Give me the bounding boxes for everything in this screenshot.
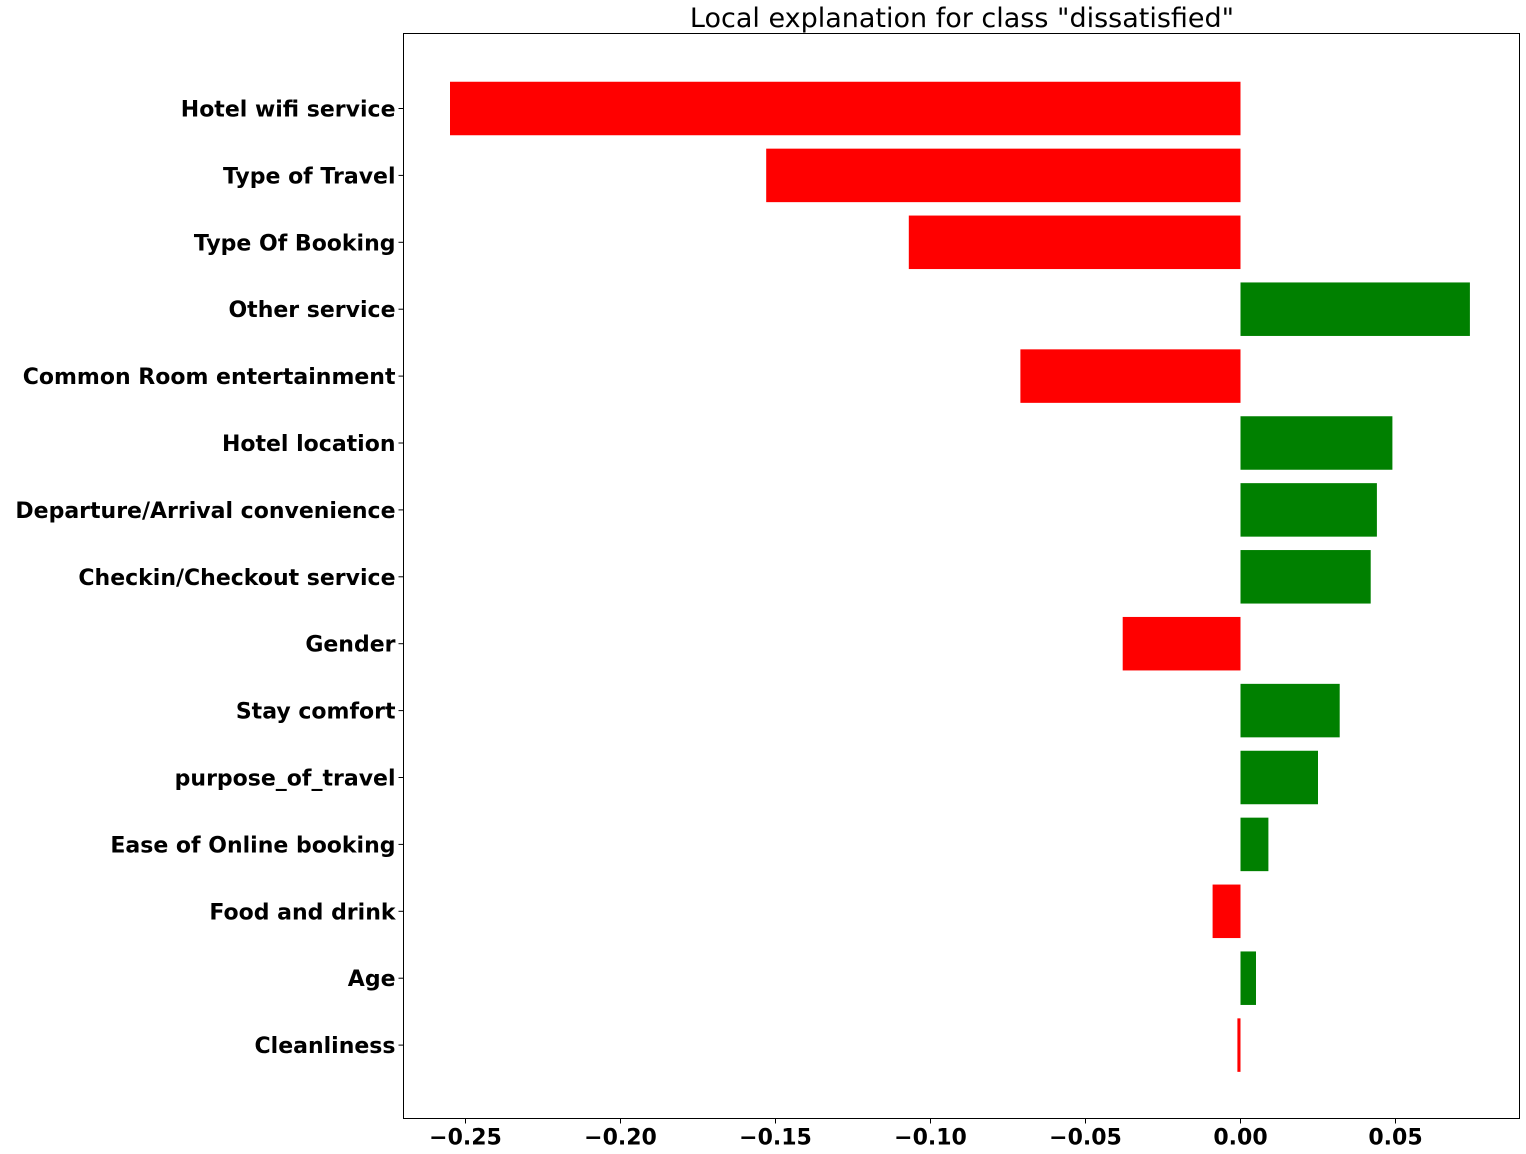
category-label-common-room-entertainment: Common Room entertainment	[23, 365, 396, 390]
plot-frame	[403, 33, 1520, 1119]
bar-common-room-entertainment	[1020, 349, 1241, 403]
category-label-stay-comfort: Stay comfort	[236, 700, 396, 725]
bars-layer	[450, 81, 1470, 1072]
category-label-gender: Gender	[305, 633, 395, 658]
bar-purpose-of-travel	[1240, 750, 1318, 805]
category-label-cleanliness: Cleanliness	[255, 1034, 396, 1059]
bar-checkin-checkout-service	[1240, 550, 1371, 604]
bar-cleanliness	[1237, 1018, 1241, 1072]
bar-departure-arrival-convenience	[1240, 483, 1377, 537]
x-tick-label: −0.10	[894, 1126, 967, 1151]
bar-other-service	[1240, 282, 1470, 336]
bar-gender	[1122, 616, 1241, 671]
bar-food-and-drink	[1212, 884, 1241, 939]
category-label-departure-arrival-convenience: Departure/Arrival convenience	[15, 499, 395, 524]
x-tick-label: −0.05	[1049, 1126, 1122, 1151]
bar-hotel-location	[1240, 416, 1393, 470]
x-tick-label: −0.15	[739, 1126, 812, 1151]
category-label-hotel-wifi-service: Hotel wifi service	[181, 98, 396, 123]
category-label-food-and-drink: Food and drink	[209, 900, 396, 925]
category-label-type-of-travel: Type of Travel	[223, 164, 396, 189]
x-tick-label: 0.05	[1368, 1126, 1422, 1151]
bar-type-of-booking	[908, 215, 1241, 270]
bar-hotel-wifi-service	[450, 81, 1241, 136]
bar-age	[1240, 951, 1256, 1005]
category-labels: Hotel wifi service Type of Travel Type Of …	[15, 98, 404, 1059]
bar-type-of-travel	[766, 148, 1241, 203]
x-axis-ticks: −0.25 −0.20 −0.15 −0.10 −0.05 0.00 0.05	[429, 1118, 1423, 1151]
category-label-purpose-of-travel: purpose_of_travel	[175, 767, 396, 792]
category-label-checkin-checkout-service: Checkin/Checkout service	[78, 566, 395, 591]
category-label-age: Age	[348, 967, 396, 992]
bar-ease-of-online-booking	[1240, 817, 1269, 872]
category-label-type-of-booking: Type Of Booking	[194, 231, 396, 256]
chart-title: Local explanation for class "dissatisfie…	[690, 3, 1234, 34]
category-label-ease-of-online-booking: Ease of Online booking	[110, 833, 395, 858]
x-tick-label: 0.00	[1213, 1126, 1267, 1151]
category-label-other-service: Other service	[228, 298, 395, 323]
bar-stay-comfort	[1240, 683, 1340, 738]
category-label-hotel-location: Hotel location	[222, 432, 396, 457]
x-tick-label: −0.20	[584, 1126, 657, 1151]
x-tick-label: −0.25	[429, 1126, 502, 1151]
